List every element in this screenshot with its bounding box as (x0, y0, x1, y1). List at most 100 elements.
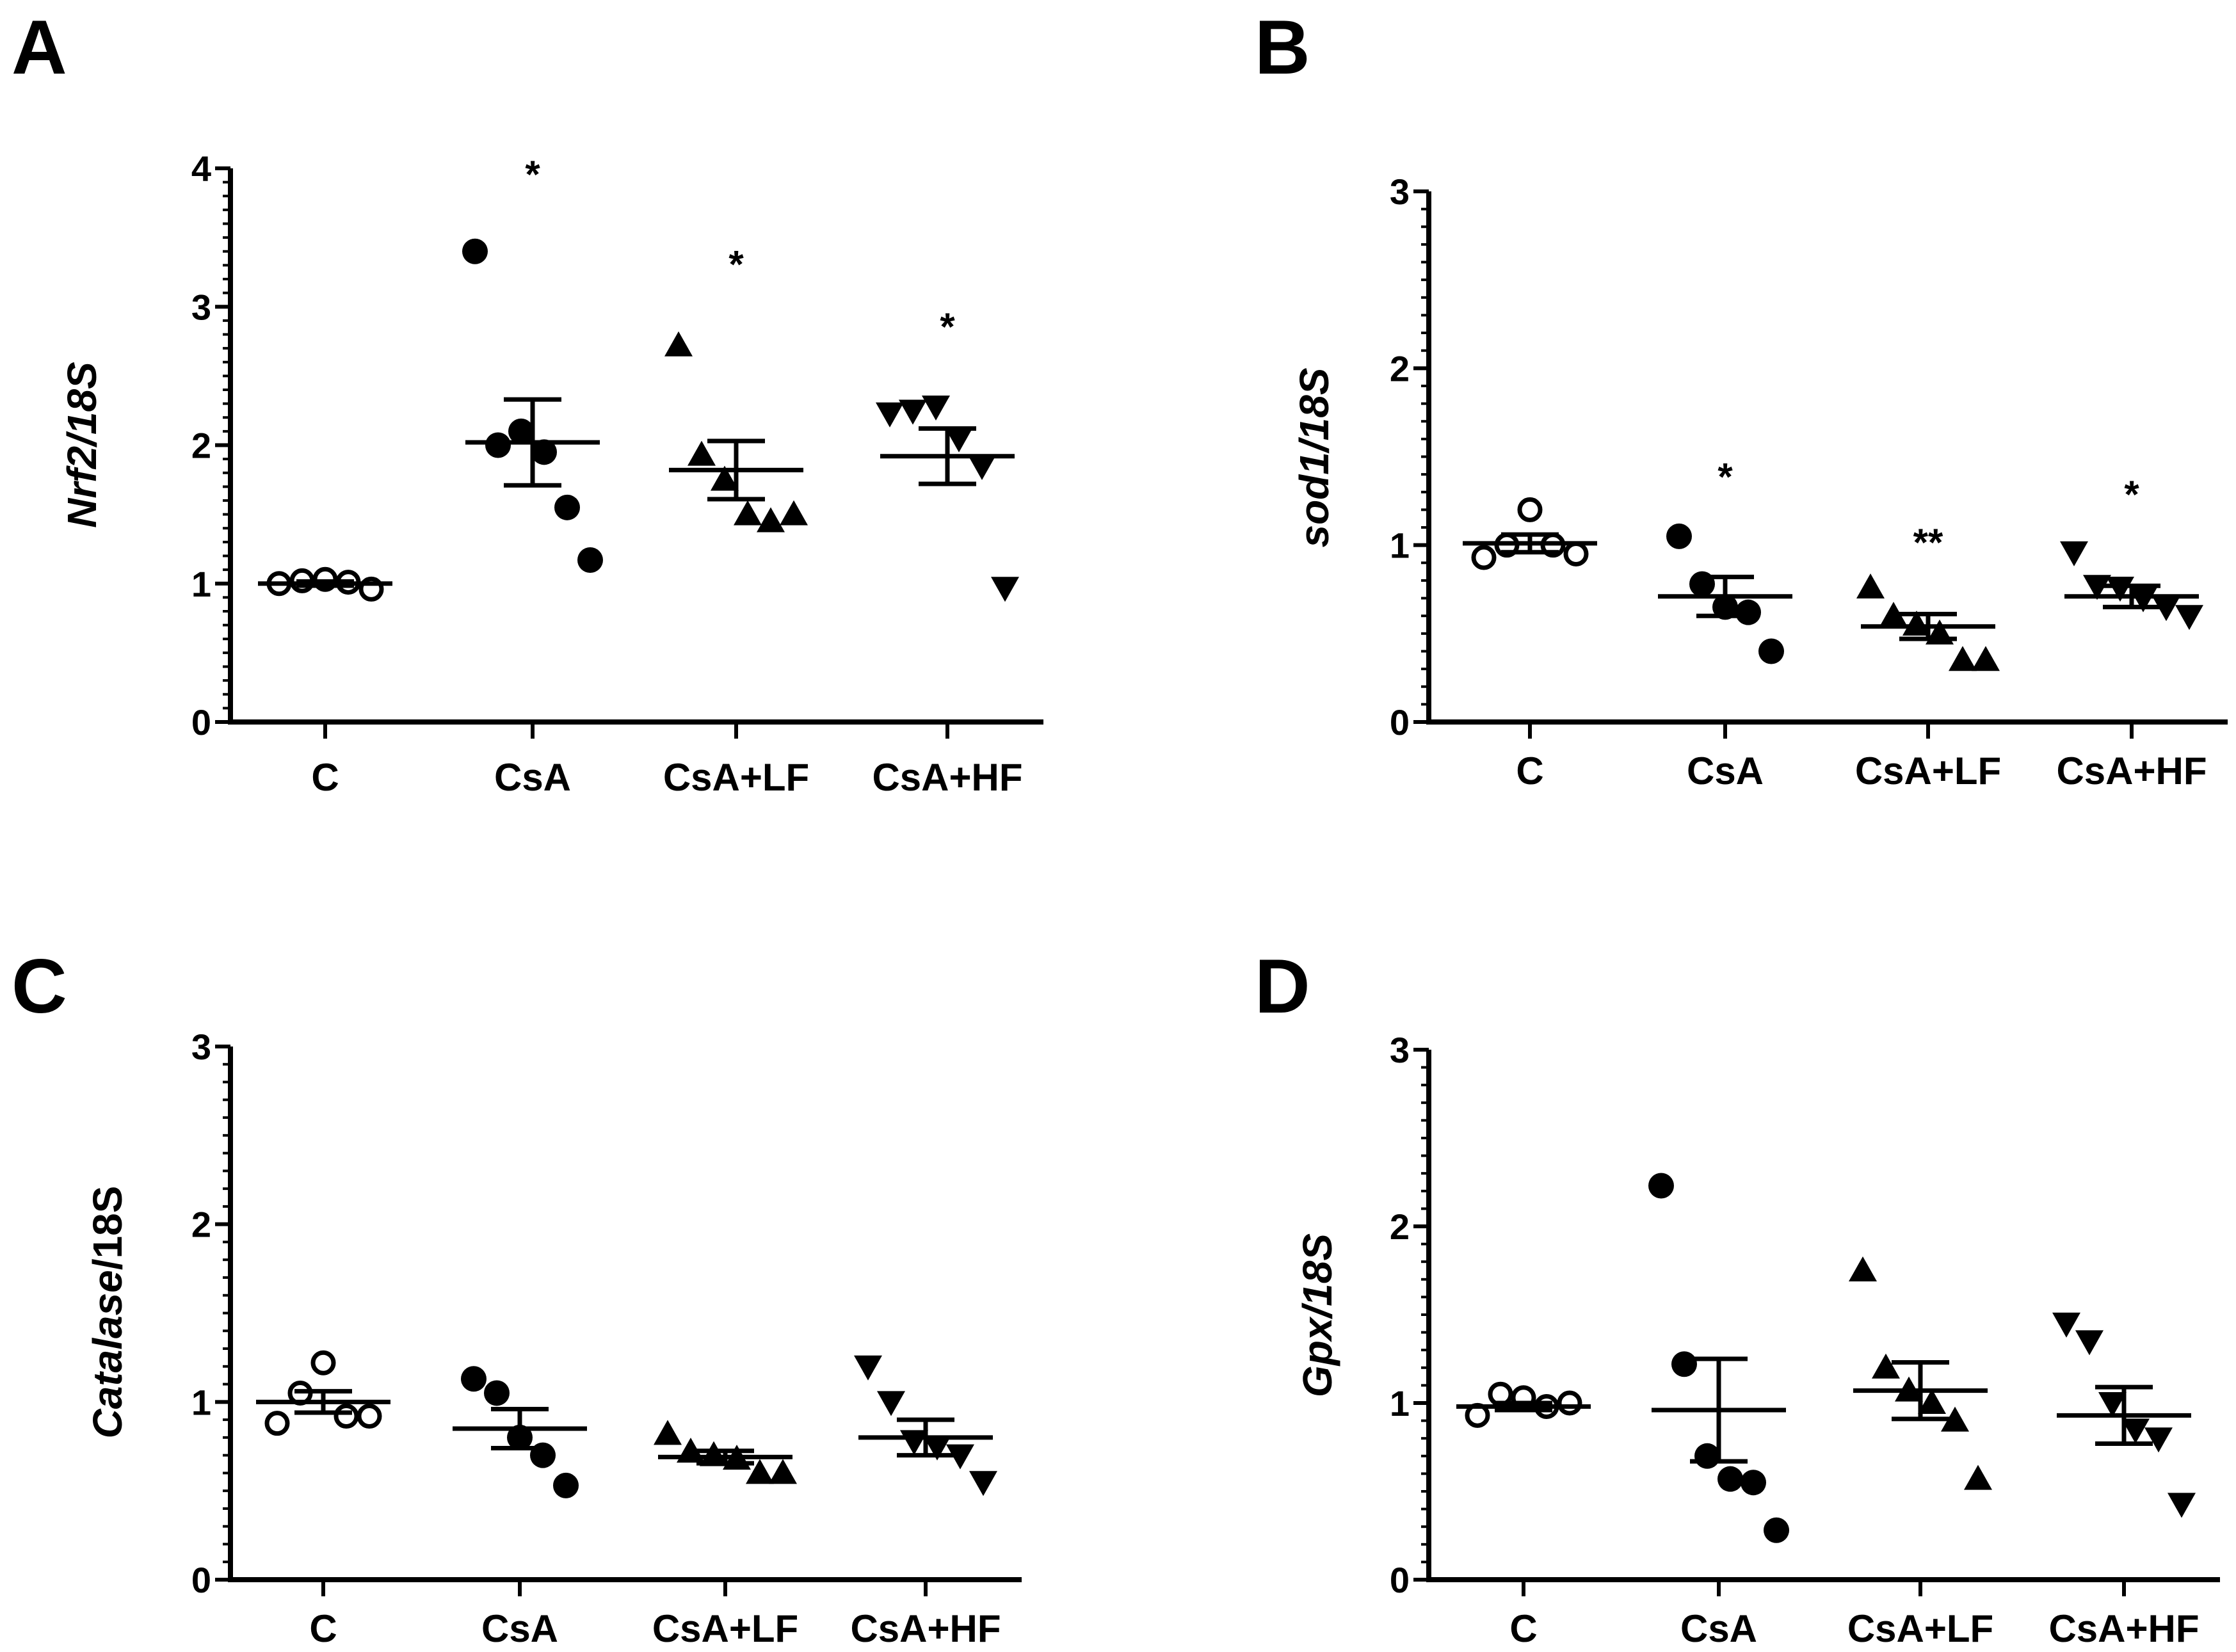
data-point (1666, 523, 1692, 549)
data-point (2121, 1418, 2150, 1444)
y-tick-label: 2 (1390, 348, 1410, 389)
y-tick-label: 1 (191, 564, 211, 604)
data-point (1694, 1443, 1720, 1469)
data-point (711, 465, 739, 491)
data-point (1849, 1256, 1877, 1281)
category-label: C (1516, 750, 1543, 792)
data-point (1671, 1351, 1697, 1377)
y-tick-label: 3 (191, 287, 211, 327)
data-point (577, 547, 603, 573)
y-tick-label: 4 (191, 148, 211, 189)
data-point (1941, 1406, 1969, 1432)
data-point (1964, 1464, 1992, 1490)
data-point (769, 1459, 797, 1484)
data-point (2106, 576, 2134, 602)
y-tick-label: 0 (191, 1560, 211, 1600)
y-axis-label-part: sod1/18S (1291, 367, 1337, 547)
y-axis-label: Catalase/18S (84, 1186, 131, 1439)
category-label: CsA+HF (2048, 1607, 2199, 1650)
data-point (462, 238, 488, 264)
data-point (700, 1441, 728, 1466)
data-point (654, 1420, 682, 1445)
data-point (854, 1355, 882, 1381)
data-point (1758, 638, 1784, 664)
data-point (554, 494, 580, 520)
data-point (1764, 1517, 1789, 1543)
category-label: C (1509, 1607, 1537, 1650)
category-label: CsA (1680, 1607, 1757, 1650)
panel-letter: A (12, 4, 67, 90)
category-label: CsA+LF (1855, 750, 2001, 792)
data-point (1648, 1173, 1674, 1199)
data-point (991, 577, 1019, 602)
y-tick-label: 2 (191, 1205, 211, 1245)
data-point (1471, 545, 1497, 570)
category-label: CsA+LF (652, 1607, 798, 1650)
data-point (461, 1366, 487, 1392)
y-tick-label: 0 (1390, 702, 1410, 742)
data-point (264, 1411, 290, 1436)
significance-marker: * (2124, 473, 2139, 516)
category-label: CsA+HF (850, 1607, 1001, 1650)
data-point (334, 1404, 359, 1429)
data-point (922, 395, 950, 421)
data-point (1741, 1470, 1766, 1496)
data-point (484, 1380, 510, 1406)
data-point (1717, 1466, 1743, 1492)
data-point (780, 500, 808, 525)
significance-marker: * (525, 153, 540, 196)
data-point (1949, 646, 1977, 671)
y-axis-label: Gpx/18S (1294, 1233, 1340, 1397)
data-point (1557, 1390, 1582, 1416)
y-tick-label: 1 (191, 1382, 211, 1422)
data-point (485, 432, 511, 458)
panel-letter: C (12, 943, 67, 1029)
data-point (688, 440, 716, 466)
data-point (310, 1350, 336, 1375)
data-point (946, 1444, 974, 1470)
significance-marker: * (728, 243, 744, 286)
category-label: C (311, 756, 339, 799)
data-point (969, 1471, 997, 1496)
significance-marker: ** (1913, 521, 1943, 564)
category-label: CsA+LF (1847, 1607, 1993, 1650)
data-point (1879, 602, 1908, 627)
y-tick-label: 1 (1390, 525, 1410, 566)
data-point (899, 399, 927, 425)
y-tick-label: 0 (191, 702, 211, 742)
data-point (1856, 573, 1885, 598)
data-point (1517, 497, 1543, 522)
y-axis-label: sod1/18S (1291, 367, 1337, 547)
category-label: CsA (1687, 750, 1764, 792)
y-axis-label: Nrf2/18S (59, 362, 105, 528)
panel-d: D 0 1 2 3 C CsA CsA+LF CsA+HF Gpx/18S (1255, 943, 2220, 1650)
data-point (1972, 646, 2000, 671)
y-axis-label-part: Catalase (84, 1270, 131, 1438)
data-point (2175, 605, 2203, 630)
category-label: C (309, 1607, 337, 1650)
data-point (877, 1391, 905, 1416)
panel-a: A 0 1 2 3 4 C CsA CsA+LF CsA+HF Nrf2/18S * * * (12, 4, 1043, 799)
data-point (2060, 541, 2088, 566)
significance-marker: * (940, 305, 955, 348)
significance-marker: * (1717, 456, 1733, 499)
category-label: CsA (494, 756, 571, 799)
category-label: CsA+LF (663, 756, 809, 799)
data-point (757, 507, 785, 533)
data-point (746, 1459, 774, 1484)
y-tick-label: 0 (1390, 1560, 1410, 1600)
y-tick-label: 2 (191, 426, 211, 466)
data-point (2144, 1427, 2173, 1453)
data-point (1563, 541, 1589, 566)
data-point (2129, 587, 2157, 613)
data-point (923, 1435, 951, 1461)
data-point (1872, 1353, 1900, 1379)
y-tick-label: 3 (191, 1027, 211, 1067)
data-point (2083, 575, 2111, 600)
data-point (2098, 1392, 2127, 1417)
data-point (508, 418, 534, 444)
panel-letter: B (1255, 4, 1310, 90)
y-axis-label-part: Gpx/18S (1294, 1233, 1340, 1397)
